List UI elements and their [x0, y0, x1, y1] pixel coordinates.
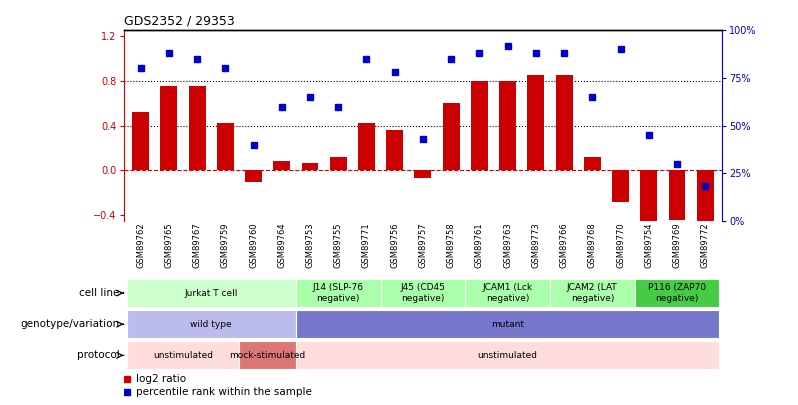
Bar [160, 86, 177, 171]
Bar [245, 171, 262, 181]
Bar [500, 81, 516, 171]
Text: GSM89768: GSM89768 [588, 223, 597, 269]
Text: GSM89766: GSM89766 [559, 223, 569, 269]
Text: GSM89771: GSM89771 [362, 223, 371, 269]
Bar [612, 171, 629, 202]
Bar [555, 75, 572, 171]
Text: GSM89758: GSM89758 [447, 223, 456, 269]
Text: GSM89764: GSM89764 [277, 223, 286, 269]
Text: JCAM2 (LAT
negative): JCAM2 (LAT negative) [567, 284, 618, 303]
Text: Jurkat T cell: Jurkat T cell [184, 288, 238, 298]
Text: GSM89773: GSM89773 [531, 223, 540, 269]
Text: GSM89756: GSM89756 [390, 223, 399, 269]
Text: GDS2352 / 29353: GDS2352 / 29353 [124, 15, 235, 28]
Text: GSM89765: GSM89765 [164, 223, 173, 269]
Text: wild type: wild type [191, 320, 232, 329]
Text: mock-stimulated: mock-stimulated [230, 351, 306, 360]
Text: protocol: protocol [77, 350, 120, 360]
Text: GSM89755: GSM89755 [334, 223, 343, 268]
Text: P116 (ZAP70
negative): P116 (ZAP70 negative) [648, 284, 706, 303]
Bar [132, 112, 149, 171]
Bar [217, 123, 234, 171]
Text: GSM89772: GSM89772 [701, 223, 709, 269]
Text: log2 ratio: log2 ratio [136, 374, 186, 384]
Text: GSM89753: GSM89753 [306, 223, 314, 269]
Bar [188, 86, 206, 171]
Bar [127, 310, 296, 338]
Text: mutant: mutant [491, 320, 524, 329]
Bar [386, 130, 403, 171]
Bar [302, 162, 318, 171]
Bar [127, 341, 239, 369]
Text: unstimulated: unstimulated [153, 351, 213, 360]
Text: GSM89761: GSM89761 [475, 223, 484, 269]
Text: unstimulated: unstimulated [478, 351, 538, 360]
Bar [273, 161, 290, 171]
Text: GSM89757: GSM89757 [418, 223, 428, 269]
Bar [330, 157, 346, 171]
Text: GSM89759: GSM89759 [221, 223, 230, 268]
Text: GSM89770: GSM89770 [616, 223, 625, 269]
Text: genotype/variation: genotype/variation [20, 319, 120, 329]
Bar [669, 171, 685, 220]
Text: J45 (CD45
negative): J45 (CD45 negative) [401, 284, 445, 303]
Bar [381, 279, 465, 307]
Bar [296, 341, 719, 369]
Bar [640, 171, 658, 232]
Text: percentile rank within the sample: percentile rank within the sample [136, 388, 312, 397]
Text: GSM89754: GSM89754 [644, 223, 654, 268]
Bar [296, 310, 719, 338]
Text: cell line: cell line [79, 288, 120, 298]
Text: JCAM1 (Lck
negative): JCAM1 (Lck negative) [483, 284, 533, 303]
Bar [465, 279, 550, 307]
Bar [550, 279, 634, 307]
Bar [127, 279, 296, 307]
Text: GSM89762: GSM89762 [136, 223, 145, 269]
Bar [414, 171, 432, 178]
Bar [358, 123, 375, 171]
Text: GSM89767: GSM89767 [192, 223, 202, 269]
Bar [527, 75, 544, 171]
Text: GSM89769: GSM89769 [673, 223, 681, 269]
Bar [239, 341, 296, 369]
Text: GSM89763: GSM89763 [503, 223, 512, 269]
Text: GSM89760: GSM89760 [249, 223, 258, 269]
Bar [471, 81, 488, 171]
Bar [634, 279, 719, 307]
Bar [584, 157, 601, 171]
Text: J14 (SLP-76
negative): J14 (SLP-76 negative) [313, 284, 364, 303]
Bar [296, 279, 381, 307]
Bar [697, 171, 713, 224]
Bar [443, 103, 460, 171]
